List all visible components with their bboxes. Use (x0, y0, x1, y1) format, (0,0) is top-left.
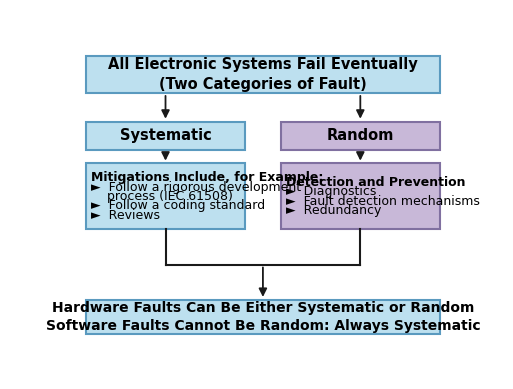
Text: All Electronic Systems Fail Eventually
(Two Categories of Fault): All Electronic Systems Fail Eventually (… (108, 57, 418, 92)
Text: Random: Random (327, 128, 394, 143)
Text: ►  Reviews: ► Reviews (91, 209, 160, 222)
Text: ►  Follow a coding standard: ► Follow a coding standard (91, 199, 265, 212)
Text: Systematic: Systematic (120, 128, 211, 143)
Text: ►  Redundancy: ► Redundancy (286, 204, 381, 217)
Text: Detection and Prevention: Detection and Prevention (286, 176, 465, 189)
FancyBboxPatch shape (86, 163, 245, 230)
FancyBboxPatch shape (86, 56, 440, 93)
Text: process (IEC 61508): process (IEC 61508) (91, 190, 233, 203)
Text: ►  Fault detection mechanisms: ► Fault detection mechanisms (286, 194, 480, 208)
FancyBboxPatch shape (86, 121, 245, 150)
Text: ►  Diagnostics: ► Diagnostics (286, 185, 377, 198)
FancyBboxPatch shape (281, 163, 440, 230)
FancyBboxPatch shape (281, 121, 440, 150)
Text: Mitigations Include, for Example:: Mitigations Include, for Example: (91, 171, 324, 184)
Text: ►  Follow a rigorous development: ► Follow a rigorous development (91, 180, 301, 194)
Text: Hardware Faults Can Be Either Systematic or Random
Software Faults Cannot Be Ran: Hardware Faults Can Be Either Systematic… (46, 301, 480, 333)
FancyBboxPatch shape (86, 300, 440, 334)
